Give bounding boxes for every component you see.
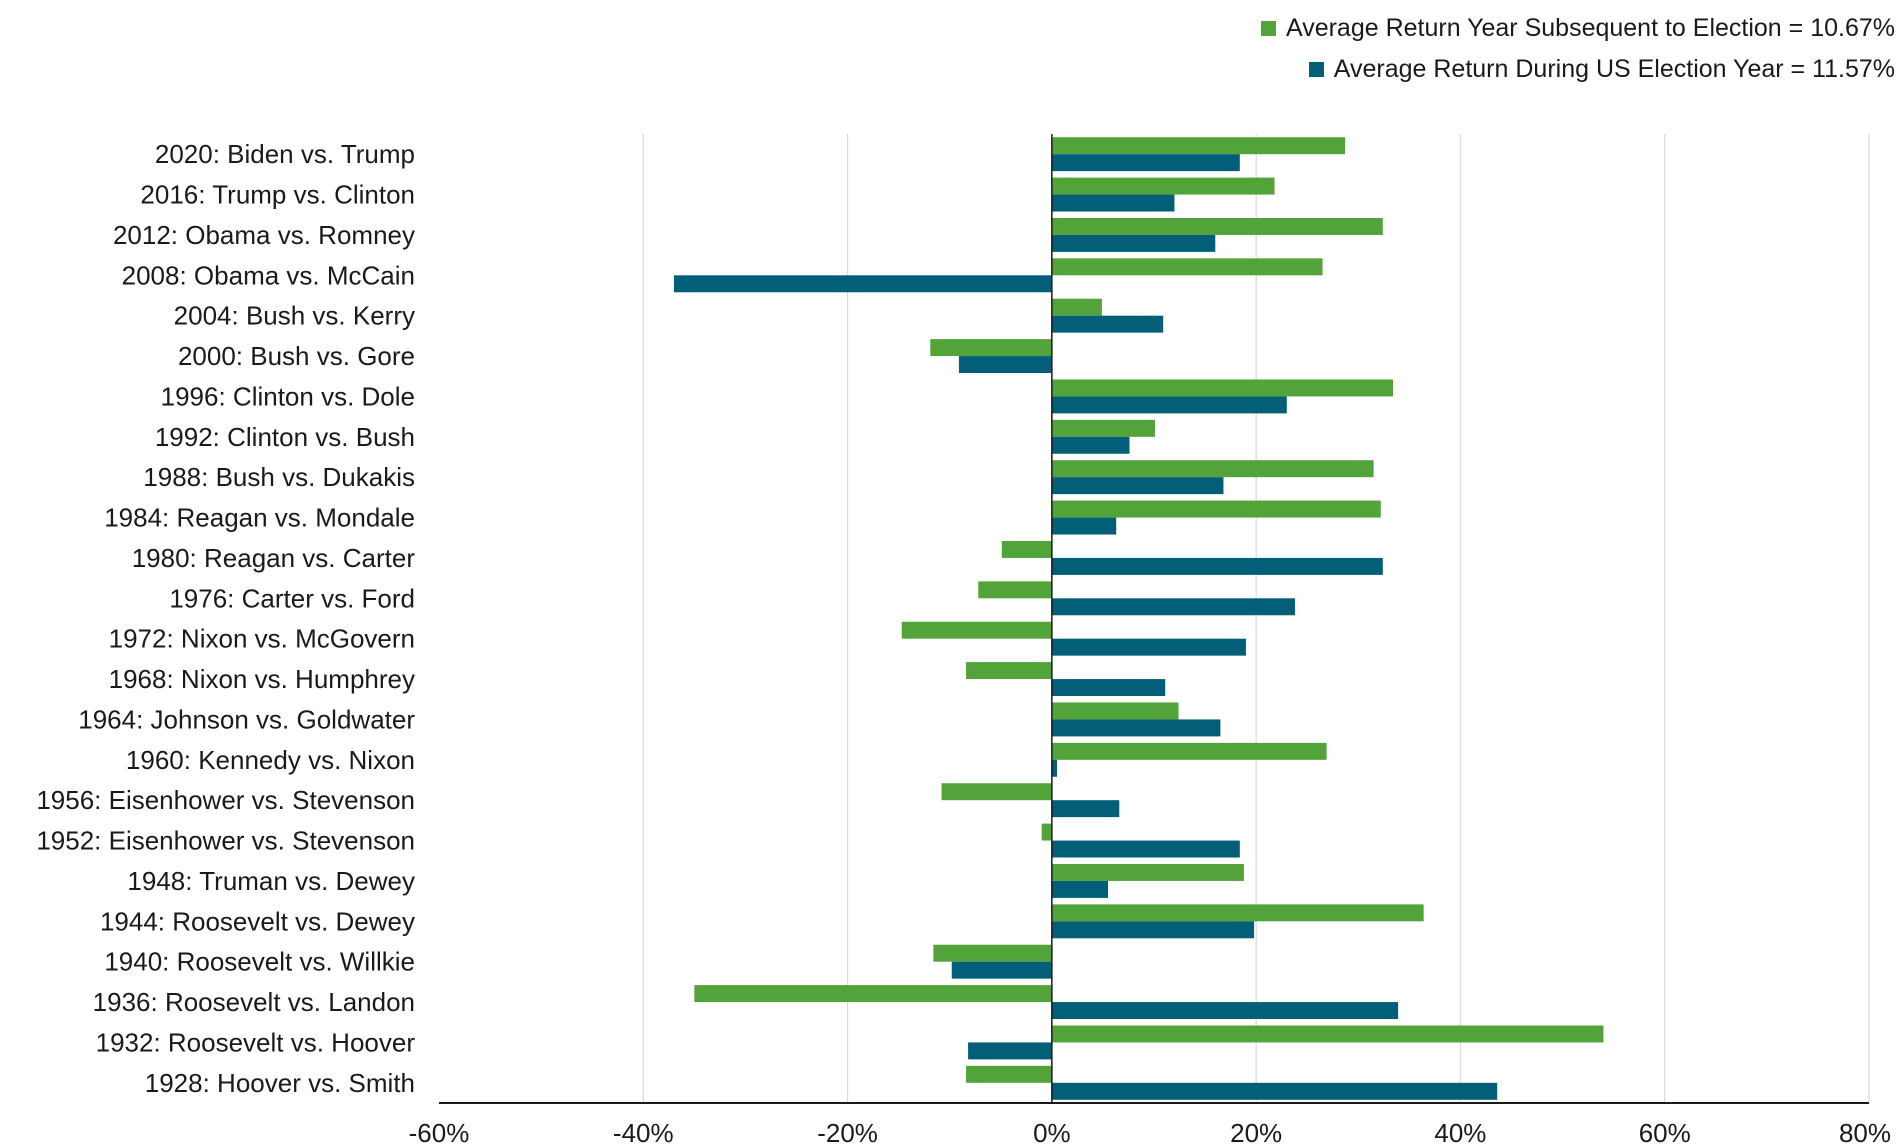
category-label: 1936: Roosevelt vs. Landon <box>93 987 415 1017</box>
bar <box>933 944 1052 962</box>
bar <box>966 662 1052 680</box>
bar <box>1051 759 1057 777</box>
bar <box>1051 436 1130 454</box>
bar <box>941 783 1052 801</box>
bar <box>673 275 1052 293</box>
bar <box>1051 921 1255 939</box>
bar <box>1051 315 1164 333</box>
category-label: 1984: Reagan vs. Mondale <box>104 503 415 533</box>
tick-label: 0% <box>1033 1118 1071 1147</box>
bar <box>1051 258 1323 276</box>
category-label: 1948: Truman vs. Dewey <box>127 866 415 896</box>
bar <box>694 985 1052 1003</box>
category-label: 2008: Obama vs. McCain <box>122 260 415 290</box>
category-labels: 2020: Biden vs. Trump 2016: Trump vs. Cli… <box>36 139 415 1098</box>
bar <box>966 1065 1052 1083</box>
bar <box>901 621 1052 639</box>
gridlines <box>642 134 1870 1103</box>
bar <box>1051 719 1221 737</box>
tick-label: 60% <box>1639 1118 1691 1147</box>
tick-label: -20% <box>817 1118 878 1147</box>
category-label: 1964: Johnson vs. Goldwater <box>78 704 415 734</box>
bar <box>1051 460 1374 478</box>
category-label: 1980: Reagan vs. Carter <box>132 543 416 573</box>
bar <box>1041 823 1052 841</box>
legend-item-subsequent-year: Average Return Year Subsequent to Electi… <box>1260 8 1895 49</box>
category-label: 2020: Biden vs. Trump <box>155 139 415 169</box>
category-label: 1928: Hoover vs. Smith <box>145 1068 415 1098</box>
bar <box>968 1042 1052 1060</box>
bar <box>958 356 1052 374</box>
bar <box>1051 500 1381 518</box>
tick-label: -60% <box>409 1118 470 1147</box>
legend-label-election-year: Average Return During US Election Year =… <box>1333 55 1895 83</box>
bar <box>1051 557 1383 575</box>
bars <box>673 137 1604 1100</box>
bar <box>1051 863 1244 881</box>
tick-label: 80% <box>1839 1118 1891 1147</box>
bar <box>1051 396 1287 414</box>
bar <box>1051 840 1240 858</box>
tick-label: 40% <box>1434 1118 1486 1147</box>
bar <box>1051 137 1346 155</box>
category-label: 2012: Obama vs. Romney <box>113 220 415 250</box>
category-label: 1932: Roosevelt vs. Hoover <box>96 1027 416 1057</box>
category-label: 2016: Trump vs. Clinton <box>140 180 415 210</box>
bar <box>1051 194 1175 212</box>
category-label: 2000: Bush vs. Gore <box>178 341 415 371</box>
category-label: 1968: Nixon vs. Humphrey <box>109 664 415 694</box>
bar <box>1051 1025 1604 1043</box>
bar <box>1051 880 1109 898</box>
x-axis: -60% -40% -20% 0% 20% 40% 60% 80% <box>409 134 1891 1147</box>
bar <box>1051 800 1120 818</box>
bar <box>1051 379 1394 397</box>
bar <box>1051 702 1179 720</box>
tick-label: -40% <box>613 1118 674 1147</box>
bar <box>1051 598 1295 616</box>
category-label: 1944: Roosevelt vs. Dewey <box>100 906 415 936</box>
category-label: 1940: Roosevelt vs. Willkie <box>104 947 415 977</box>
bar <box>1051 177 1275 195</box>
bar <box>951 961 1052 979</box>
legend-swatch-teal <box>1308 62 1324 77</box>
legend-label-subsequent-year: Average Return Year Subsequent to Electi… <box>1285 14 1895 42</box>
category-label: 1952: Eisenhower vs. Stevenson <box>36 826 415 856</box>
bar <box>1051 904 1424 922</box>
category-label: 1992: Clinton vs. Bush <box>155 422 415 452</box>
bar <box>1051 234 1216 252</box>
category-label: 1960: Kennedy vs. Nixon <box>126 745 415 775</box>
category-label: 1996: Clinton vs. Dole <box>161 381 415 411</box>
category-label: 1972: Nixon vs. McGovern <box>109 624 415 654</box>
bar <box>1051 638 1246 656</box>
bar <box>1001 540 1052 558</box>
bar <box>1051 419 1156 437</box>
category-label: 2004: Bush vs. Kerry <box>174 301 415 331</box>
bar <box>1051 679 1166 697</box>
legend-item-election-year: Average Return During US Election Year =… <box>1261 49 1895 90</box>
bar <box>1051 1082 1498 1100</box>
bar <box>1051 154 1240 172</box>
legend-swatch-green <box>1260 21 1276 36</box>
bar <box>1051 517 1117 535</box>
category-label: 1956: Eisenhower vs. Stevenson <box>36 785 415 815</box>
bar <box>1051 217 1383 235</box>
bar <box>930 339 1052 357</box>
tick-label: 20% <box>1230 1118 1282 1147</box>
category-label: 1988: Bush vs. Dukakis <box>143 462 415 492</box>
bar <box>1051 742 1327 760</box>
legend: Average Return Year Subsequent to Electi… <box>1260 8 1895 90</box>
bar <box>1051 477 1224 495</box>
category-label: 1976: Carter vs. Ford <box>169 583 415 613</box>
bar <box>1051 298 1102 316</box>
bar <box>1051 1002 1399 1020</box>
bar <box>978 581 1052 599</box>
